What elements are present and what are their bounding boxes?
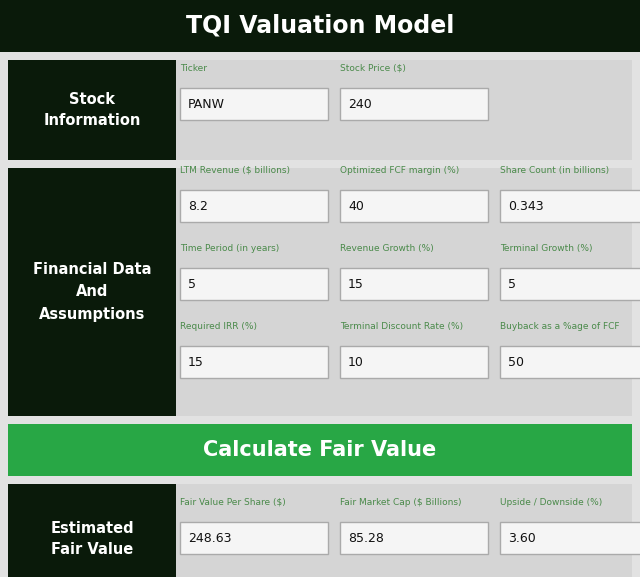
Bar [340,88,488,120]
Text: Share Count (in billions): Share Count (in billions) [500,166,609,175]
Text: 15: 15 [188,355,204,369]
Text: 10: 10 [348,355,364,369]
Bar [500,268,640,300]
Text: 85.28: 85.28 [348,531,384,545]
Text: Estimated
Fair Value: Estimated Fair Value [50,521,134,557]
Bar [8,168,176,416]
Text: PANW: PANW [188,98,225,111]
Bar [340,190,488,222]
Bar [500,346,640,378]
Text: Terminal Discount Rate (%): Terminal Discount Rate (%) [340,322,463,331]
Text: Upside / Downside (%): Upside / Downside (%) [500,498,602,507]
Bar [8,484,176,577]
Text: Required IRR (%): Required IRR (%) [180,322,257,331]
Text: 8.2: 8.2 [188,200,208,212]
Bar [500,190,640,222]
Bar [180,268,328,300]
Bar [8,424,632,476]
Text: Terminal Growth (%): Terminal Growth (%) [500,244,593,253]
Bar [180,88,328,120]
Text: Calculate Fair Value: Calculate Fair Value [204,440,436,460]
Text: 5: 5 [508,278,516,290]
Text: 15: 15 [348,278,364,290]
Bar [8,484,632,577]
Bar [0,0,640,52]
Text: Ticker: Ticker [180,64,207,73]
Text: Financial Data
And
Assumptions: Financial Data And Assumptions [33,263,151,322]
Text: Optimized FCF margin (%): Optimized FCF margin (%) [340,166,460,175]
Text: 0.343: 0.343 [508,200,543,212]
Bar [340,268,488,300]
Text: Fair Market Cap ($ Billions): Fair Market Cap ($ Billions) [340,498,461,507]
Text: Stock
Information: Stock Information [44,92,141,128]
Bar [8,60,176,160]
Text: 3.60: 3.60 [508,531,536,545]
Text: Revenue Growth (%): Revenue Growth (%) [340,244,434,253]
Text: 248.63: 248.63 [188,531,232,545]
Bar [180,346,328,378]
Text: Buyback as a %age of FCF: Buyback as a %age of FCF [500,322,620,331]
Text: 240: 240 [348,98,372,111]
Bar [8,168,632,416]
Text: Stock Price ($): Stock Price ($) [340,64,406,73]
Bar [340,346,488,378]
Bar [180,190,328,222]
Bar [8,60,632,160]
Text: Time Period (in years): Time Period (in years) [180,244,279,253]
Bar [500,522,640,554]
Text: 40: 40 [348,200,364,212]
Bar [180,522,328,554]
Text: Fair Value Per Share ($): Fair Value Per Share ($) [180,498,285,507]
Bar [340,522,488,554]
Text: 5: 5 [188,278,196,290]
Text: LTM Revenue ($ billions): LTM Revenue ($ billions) [180,166,290,175]
Text: TQI Valuation Model: TQI Valuation Model [186,14,454,38]
Text: 50: 50 [508,355,524,369]
